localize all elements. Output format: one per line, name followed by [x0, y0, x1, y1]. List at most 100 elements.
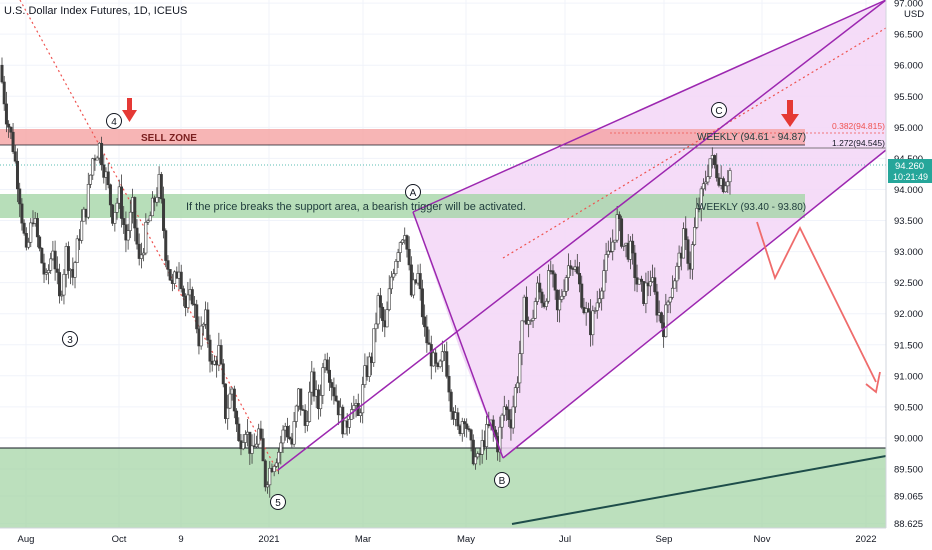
- candle-body: [597, 298, 601, 304]
- candle-body: [460, 421, 464, 434]
- candle-body: [308, 391, 312, 422]
- candle-body: [186, 294, 190, 308]
- time-tick-label: Oct: [112, 534, 127, 545]
- candle-body: [49, 258, 53, 271]
- candle-body: [462, 421, 466, 425]
- candle-body: [166, 260, 170, 270]
- candle-body: [560, 295, 564, 300]
- candle-body: [223, 383, 227, 419]
- chart-title: U.S. Dollar Index Futures, 1D, ICEUS: [4, 5, 187, 17]
- candle-body: [24, 233, 28, 248]
- candle-body: [715, 164, 719, 179]
- candle-body: [666, 301, 670, 306]
- lower-support-zone: [0, 448, 886, 528]
- candle-body: [701, 183, 705, 190]
- candle-body: [305, 421, 309, 426]
- candle-body: [396, 252, 400, 262]
- candle-body: [42, 262, 46, 275]
- candle-body: [29, 222, 33, 243]
- candle-body: [190, 289, 194, 305]
- candle-body: [274, 462, 278, 467]
- candle-body: [485, 424, 489, 447]
- candle-body: [513, 387, 517, 408]
- candle-body: [690, 244, 694, 270]
- candle-body: [631, 240, 635, 254]
- candle-body: [465, 423, 469, 429]
- candle-body: [378, 295, 382, 308]
- candle-body: [527, 320, 531, 325]
- candle-body: [259, 428, 263, 439]
- candle-body: [447, 376, 451, 393]
- candle-body: [2, 81, 6, 105]
- candle-body: [480, 440, 484, 455]
- candle-body: [75, 238, 79, 263]
- candle-body: [199, 325, 203, 347]
- channel-upper-line: [412, 0, 887, 213]
- time-tick-label: Aug: [18, 534, 35, 545]
- candle-body: [721, 178, 725, 193]
- price-tick-label: 96.500: [894, 30, 923, 41]
- time-tick-label: Jul: [559, 534, 571, 545]
- candle-body: [540, 291, 544, 304]
- candle-body: [505, 406, 509, 410]
- candle-body: [684, 228, 688, 241]
- price-axis[interactable]: [886, 0, 932, 528]
- candle-body: [18, 188, 22, 205]
- candle-body: [60, 294, 64, 297]
- candle-body: [553, 273, 557, 291]
- channel-lower-line: [502, 149, 887, 459]
- candle-body: [332, 387, 336, 397]
- candle-body: [102, 164, 106, 178]
- candle-body: [281, 429, 285, 444]
- candle-body: [595, 302, 599, 311]
- candle-body: [361, 384, 365, 414]
- candle-body: [319, 395, 323, 410]
- candle-body: [389, 276, 393, 290]
- candle-body: [226, 407, 230, 419]
- candle-body: [113, 212, 117, 224]
- candle-body: [135, 227, 139, 245]
- candle-body: [358, 412, 362, 416]
- candle-body: [126, 230, 130, 241]
- price-tick-label: 91.500: [894, 340, 923, 351]
- last-price-value: 94.260: [895, 161, 924, 172]
- candle-body: [440, 351, 444, 362]
- candle-body: [115, 202, 119, 213]
- svg-text:C: C: [715, 106, 722, 117]
- candle-body: [394, 261, 398, 275]
- channel-fill: [413, 0, 886, 458]
- wave-label-5: 5: [270, 494, 286, 510]
- candle-body: [0, 64, 4, 83]
- candle-body: [569, 265, 573, 269]
- wave-a-b-line: [412, 211, 504, 459]
- candle-body: [228, 393, 232, 409]
- candle-body: [261, 438, 265, 462]
- price-axis-currency: USD: [904, 9, 924, 20]
- candle-body: [533, 301, 537, 319]
- candle-body: [250, 445, 254, 454]
- candle-body: [531, 317, 535, 321]
- candle-body: [682, 228, 686, 259]
- candle-body: [38, 236, 42, 249]
- price-tick-label: 90.500: [894, 402, 923, 413]
- candle-body: [562, 291, 566, 297]
- candle-body: [46, 270, 50, 274]
- candle-body: [137, 243, 141, 259]
- candle-body: [418, 273, 422, 290]
- candle-body: [611, 241, 615, 252]
- candle-body: [330, 382, 334, 388]
- candle-body: [219, 345, 223, 365]
- support-note: If the price breaks the support area, a …: [186, 201, 526, 213]
- time-tick-label: Mar: [355, 534, 371, 545]
- time-axis[interactable]: [0, 528, 932, 550]
- candle-body: [352, 405, 356, 410]
- candle-body: [529, 320, 533, 322]
- candle-body: [613, 239, 617, 243]
- candle-body: [294, 405, 298, 422]
- candle-body: [53, 250, 57, 270]
- candle-body: [438, 360, 442, 368]
- price-axis-ticks: 97.00096.50096.00095.50095.00094.50094.0…: [894, 0, 923, 530]
- candle-body: [325, 359, 329, 371]
- candle-body: [27, 241, 31, 248]
- candle-body: [500, 414, 504, 428]
